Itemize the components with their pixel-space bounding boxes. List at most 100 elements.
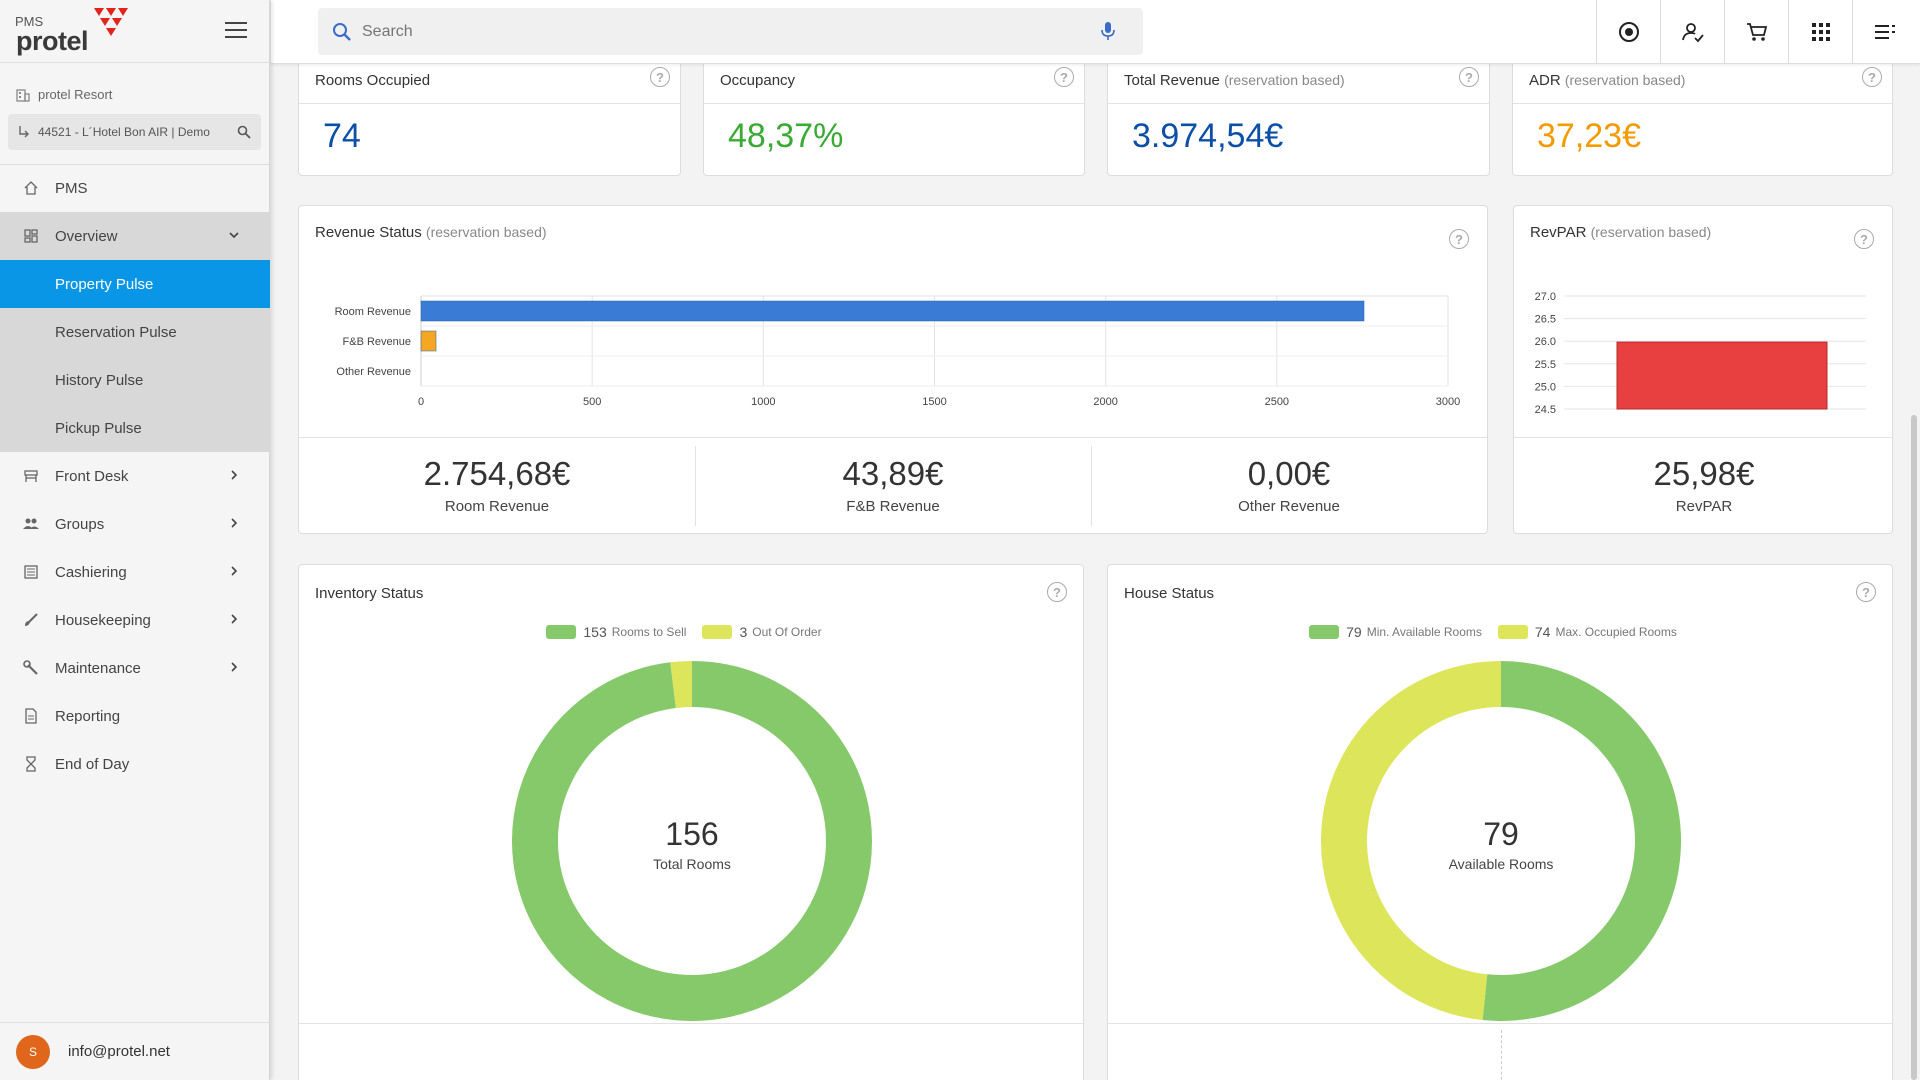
chevron-right-icon <box>231 470 238 480</box>
avatar: S <box>16 1034 50 1069</box>
y-tick-label: Other Revenue <box>336 366 411 378</box>
help-icon[interactable]: ? <box>1047 582 1067 602</box>
sidebar-item-label: PMS <box>55 179 88 197</box>
card-title-text: House Status <box>1124 585 1215 602</box>
hourglass-icon <box>22 755 40 773</box>
cart-button[interactable] <box>1724 0 1788 64</box>
microphone-icon[interactable] <box>1101 21 1115 41</box>
donut-slice[interactable] <box>1482 661 1681 1021</box>
legend-value: 153 <box>583 624 607 640</box>
user-profile[interactable]: S info@protel.net <box>0 1022 270 1080</box>
sidebar-item-property-pulse[interactable]: Property Pulse <box>0 260 270 308</box>
sidebar-item-label: End of Day <box>55 755 130 773</box>
user-check-button[interactable] <box>1660 0 1724 64</box>
apps-button[interactable] <box>1788 0 1852 64</box>
sidebar-item-label: Overview <box>55 227 118 245</box>
card-title-qualifier: (reservation based) <box>1564 72 1686 88</box>
house-donut-chart <box>1321 661 1681 1021</box>
card-title: Total Revenue (reservation based) <box>1124 72 1345 89</box>
menu-toggle-icon[interactable] <box>225 22 247 40</box>
record-button[interactable] <box>1596 0 1660 64</box>
divider <box>1091 446 1092 526</box>
sidebar-item-history-pulse[interactable]: History Pulse <box>0 356 270 404</box>
legend-swatch[interactable] <box>702 625 733 639</box>
help-icon[interactable]: ? <box>1862 67 1882 87</box>
sidebar-item-groups[interactable]: Groups <box>0 500 270 548</box>
property-group: protel Resort <box>16 87 112 102</box>
donut-slice[interactable] <box>512 661 872 1021</box>
sidebar-item-label: Property Pulse <box>55 275 154 293</box>
shopping-cart-icon <box>1746 23 1767 41</box>
x-tick-label: 1000 <box>751 396 775 408</box>
total-revenue-value: 3.974,54€ <box>1132 117 1284 155</box>
sidebar-item-end-of-day[interactable]: End of Day <box>0 740 270 788</box>
sidebar-item-pms[interactable]: PMS <box>0 164 270 212</box>
card-title: House Status <box>1124 585 1214 602</box>
legend-label: Out Of Order <box>752 625 822 639</box>
legend-value: 3 <box>739 624 748 640</box>
legend-label: Max. Occupied Rooms <box>1555 625 1677 639</box>
bar[interactable] <box>1616 341 1828 410</box>
document-icon <box>22 707 40 725</box>
hotel-name: 44521 - L´Hotel Bon AIR | Demo <box>38 125 210 139</box>
legend-swatch[interactable] <box>1309 625 1340 639</box>
sidebar-item-reservation-pulse[interactable]: Reservation Pulse <box>0 308 270 356</box>
fb-revenue-value: 43,89€ <box>842 455 944 492</box>
sidebar-item-cashiering[interactable]: Cashiering <box>0 548 270 596</box>
help-icon[interactable]: ? <box>1449 229 1469 249</box>
chart-legend: 153 Rooms to Sell 3 Out Of Order <box>299 624 1085 640</box>
dashboard-icon <box>22 227 40 245</box>
record-circle-icon <box>1618 22 1639 42</box>
search-input[interactable] <box>362 22 1062 41</box>
sidebar-item-reporting[interactable]: Reporting <box>0 692 270 740</box>
sidebar-item-overview[interactable]: Overview <box>0 212 270 260</box>
sidebar-item-maintenance[interactable]: Maintenance <box>0 644 270 692</box>
card-title-qualifier: (reservation based) <box>1590 224 1712 240</box>
sidebar-item-pickup-pulse[interactable]: Pickup Pulse <box>0 404 270 452</box>
people-icon <box>22 515 40 533</box>
available-rooms-label: Available Rooms <box>1448 856 1554 872</box>
card-title: Revenue Status (reservation based) <box>315 224 547 241</box>
occupancy-value: 48,37% <box>728 117 844 155</box>
wrench-icon <box>22 659 40 677</box>
bar[interactable] <box>420 300 1365 322</box>
divider <box>704 103 1084 104</box>
x-tick-label: 2500 <box>1265 396 1289 408</box>
fb-revenue-label: F&B Revenue <box>846 498 940 515</box>
y-tick-label: 25.5 <box>1535 359 1556 371</box>
legend-swatch[interactable] <box>546 625 577 639</box>
search-icon[interactable] <box>237 125 251 139</box>
divider <box>1514 437 1892 438</box>
card-title: Rooms Occupied <box>315 72 430 89</box>
sidebar-item-housekeeping[interactable]: Housekeeping <box>0 596 270 644</box>
chevron-right-icon <box>231 614 238 624</box>
legend-swatch[interactable] <box>1497 625 1528 639</box>
divider <box>695 446 696 526</box>
brush-icon <box>22 611 40 629</box>
help-icon[interactable]: ? <box>650 67 670 87</box>
sidebar: PMS protel protel Resort 44521 - L´Hotel… <box>0 0 270 1080</box>
room-revenue-label: Room Revenue <box>444 498 550 515</box>
card-title-qualifier: (reservation based) <box>425 224 547 240</box>
divider <box>299 103 680 104</box>
help-icon[interactable]: ? <box>1856 582 1876 602</box>
property-selector: protel Resort 44521 - L´Hotel Bon AIR | … <box>0 63 269 165</box>
card-title: ADR (reservation based) <box>1529 72 1685 89</box>
help-icon[interactable]: ? <box>1854 229 1874 249</box>
donut-slice[interactable] <box>1321 661 1502 1021</box>
divider <box>1513 103 1892 104</box>
donut-slice[interactable] <box>670 661 693 709</box>
sidebar-item-label: Reservation Pulse <box>55 323 177 341</box>
help-icon[interactable]: ? <box>1054 67 1074 87</box>
list-menu-button[interactable] <box>1852 0 1916 64</box>
bar[interactable] <box>420 330 437 352</box>
scrollbar[interactable] <box>1911 415 1917 1080</box>
hotel-search-field[interactable]: 44521 - L´Hotel Bon AIR | Demo <box>8 114 261 150</box>
legend-label: Min. Available Rooms <box>1366 625 1482 639</box>
help-icon[interactable]: ? <box>1459 67 1479 87</box>
inventory-donut-chart <box>512 661 872 1021</box>
chevron-right-icon <box>231 518 238 528</box>
sidebar-item-front-desk[interactable]: Front Desk <box>0 452 270 500</box>
x-tick-label: 1500 <box>922 396 946 408</box>
search-icon <box>333 22 351 41</box>
